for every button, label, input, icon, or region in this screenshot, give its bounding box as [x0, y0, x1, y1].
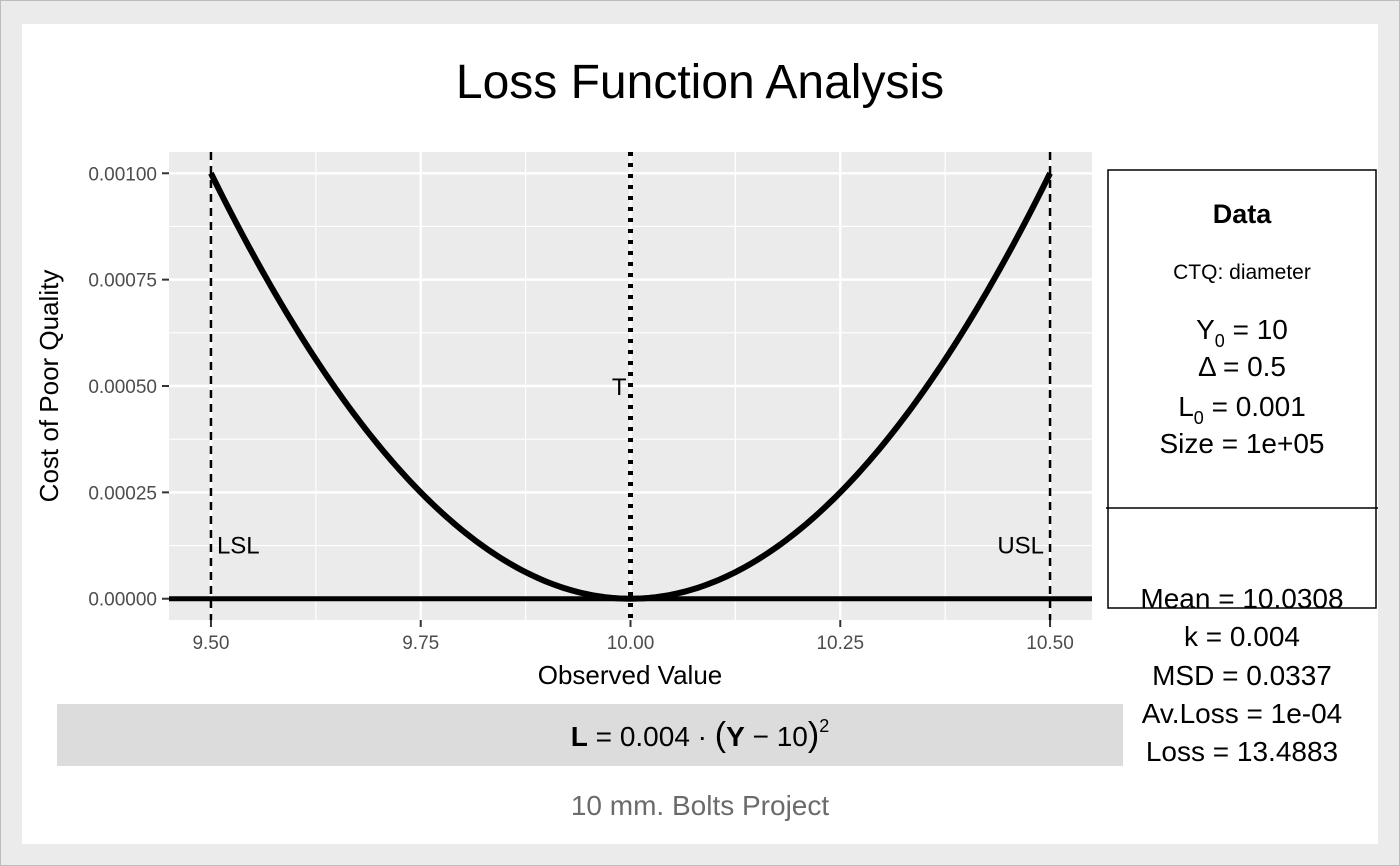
- formula-text: L = 0.004 · (Y − 10)2: [571, 716, 829, 754]
- x-tick-label: 10.00: [607, 633, 655, 654]
- info-loss: Loss = 13.4883: [1146, 736, 1338, 767]
- caption: 10 mm. Bolts Project: [571, 790, 830, 821]
- info-msd: MSD = 0.0337: [1152, 660, 1332, 691]
- x-tick-label: 10.25: [816, 633, 864, 654]
- info-avloss: Av.Loss = 1e-04: [1142, 698, 1343, 729]
- y-tick-label: 0.00000: [88, 590, 157, 611]
- y-tick-label: 0.00100: [88, 164, 157, 185]
- usl-label: USL: [997, 533, 1044, 560]
- chart-title: Loss Function Analysis: [456, 56, 944, 109]
- info-l0: L0 = 0.001: [1178, 391, 1306, 428]
- info-delta: Δ = 0.5: [1198, 351, 1286, 382]
- x-axis-title: Observed Value: [538, 660, 723, 690]
- y-tick-label: 0.00025: [88, 483, 157, 504]
- x-axis: 9.50 9.75 10.00 10.25 10.50: [192, 620, 1074, 654]
- info-mean: Mean = 10.0308: [1140, 583, 1343, 614]
- y-tick-label: 0.00050: [88, 377, 157, 398]
- y-axis: 0.00000 0.00025 0.00050 0.00075 0.00100: [88, 164, 169, 611]
- x-tick-label: 9.75: [402, 633, 439, 654]
- target-label: T: [612, 374, 627, 401]
- reference-lines: [209, 152, 1052, 620]
- formula-band: [57, 704, 1123, 766]
- y-axis-title: Cost of Poor Quality: [34, 270, 64, 503]
- lsl-label: LSL: [217, 533, 260, 560]
- x-tick-label: 9.50: [192, 633, 229, 654]
- info-box-frame: [1107, 169, 1377, 609]
- info-heading: Data: [1213, 199, 1273, 229]
- info-k: k = 0.004: [1184, 621, 1300, 652]
- info-size: Size = 1e+05: [1159, 428, 1324, 459]
- info-ctq: CTQ: diameter: [1173, 261, 1311, 284]
- y-tick-label: 0.00075: [88, 271, 157, 292]
- info-y0: Y0 = 10: [1196, 314, 1288, 351]
- x-tick-label: 10.50: [1026, 633, 1074, 654]
